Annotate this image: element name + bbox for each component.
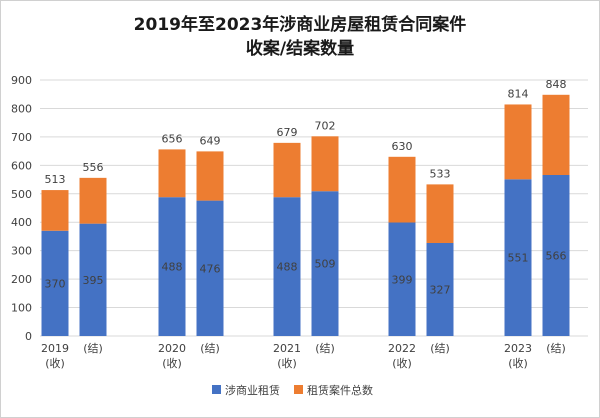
data-label-value: 476: [200, 262, 221, 275]
x-tick-label-year: 2020: [158, 342, 186, 355]
bar-segment-涉商业租赁: [158, 197, 186, 336]
bar-segment-租赁案件总数: [388, 156, 416, 223]
bar-segment-租赁案件总数: [504, 104, 532, 180]
x-tick-label-type: (收): [277, 356, 297, 370]
chart-title-line-1: 2019年至2023年涉商业房屋租赁合同案件: [133, 15, 467, 35]
y-tick-label: 500: [11, 188, 32, 201]
x-tick-label-type: (结): [430, 342, 450, 355]
y-tick-label: 200: [11, 273, 32, 286]
data-label-value: 551: [508, 252, 529, 265]
legend-swatch: [212, 385, 221, 394]
legend: 涉商业租赁 租赁案件总数: [212, 383, 373, 397]
legend-label: 租赁案件总数: [307, 383, 373, 397]
bar-segment-租赁案件总数: [158, 149, 186, 198]
y-axis: 0 100 200 300 400 500 600 700 800 900: [11, 74, 32, 343]
y-tick-label: 400: [11, 216, 32, 229]
legend-swatch: [294, 385, 303, 394]
bar-segment-租赁案件总数: [426, 184, 454, 243]
bar-segment-涉商业租赁: [196, 200, 224, 336]
x-tick-label-type: (收): [392, 356, 412, 370]
data-label-value: 399: [392, 273, 413, 286]
bar-segment-涉商业租赁: [426, 242, 454, 336]
y-tick-label: 800: [11, 102, 32, 115]
bar-segment-租赁案件总数: [196, 151, 224, 201]
data-label-total: 702: [315, 119, 336, 132]
data-label-total: 630: [392, 140, 413, 153]
data-label-value: 488: [162, 261, 183, 274]
x-tick-label-type: (结): [315, 342, 335, 355]
data-label-total: 679: [277, 126, 298, 139]
data-label-total: 533: [430, 167, 451, 180]
x-tick-label-year: 2023: [504, 342, 532, 355]
bar-segment-租赁案件总数: [311, 136, 339, 192]
data-label-value: 370: [45, 277, 66, 290]
x-axis: 2019(收)(结) 2020(收)(结) 2021(收)(结) 2022(收)(结)…: [41, 342, 566, 370]
chart-title-line-2: 收案/结案数量: [245, 39, 355, 59]
data-label-value: 566: [546, 250, 567, 263]
bar-segment-涉商业租赁: [311, 191, 339, 336]
bars: 370 513 395 556 488 656 476 649 488 679 509 702 399 6…: [41, 78, 570, 336]
y-tick-label: 100: [11, 302, 32, 315]
data-label-value: 488: [277, 261, 298, 274]
data-label-value: 395: [83, 274, 104, 287]
data-label-value: 327: [430, 283, 451, 296]
y-tick-label: 0: [25, 330, 32, 343]
x-tick-label-year: 2019: [41, 342, 69, 355]
y-tick-label: 300: [11, 245, 32, 258]
bar-segment-涉商业租赁: [41, 230, 69, 336]
x-tick-label-type: (结): [200, 342, 220, 355]
data-label-total: 649: [200, 134, 221, 147]
bar-segment-租赁案件总数: [79, 177, 107, 224]
x-tick-label-type: (收): [45, 356, 65, 370]
data-label-value: 509: [315, 258, 336, 271]
data-label-total: 513: [45, 173, 66, 186]
data-label-total: 556: [83, 161, 104, 174]
bar-segment-租赁案件总数: [542, 94, 570, 176]
bar-segment-租赁案件总数: [41, 190, 69, 231]
x-tick-label-type: (收): [508, 356, 528, 370]
y-tick-label: 900: [11, 74, 32, 87]
y-tick-label: 600: [11, 159, 32, 172]
data-label-total: 656: [162, 132, 183, 145]
data-label-total: 814: [508, 87, 529, 100]
bar-segment-涉商业租赁: [273, 197, 301, 336]
y-tick-label: 700: [11, 131, 32, 144]
x-tick-label-type: (结): [546, 342, 566, 355]
bar-segment-涉商业租赁: [504, 179, 532, 336]
x-tick-label-year: 2021: [273, 342, 301, 355]
x-tick-label-type: (结): [83, 342, 103, 355]
legend-label: 涉商业租赁: [225, 383, 280, 397]
x-tick-label-year: 2022: [388, 342, 416, 355]
bar-segment-涉商业租赁: [79, 223, 107, 336]
data-label-total: 848: [546, 78, 567, 91]
bar-segment-涉商业租赁: [388, 222, 416, 336]
x-tick-label-type: (收): [162, 356, 182, 370]
bar-segment-涉商业租赁: [542, 175, 570, 336]
bar-segment-租赁案件总数: [273, 142, 301, 198]
